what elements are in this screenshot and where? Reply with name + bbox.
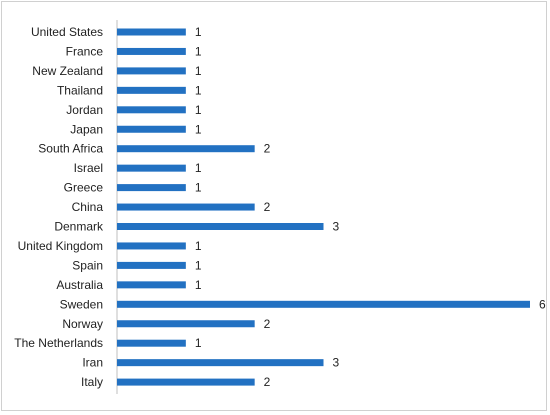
category-label: South Africa xyxy=(38,142,103,156)
data-label: 6 xyxy=(539,297,546,311)
bar xyxy=(117,281,186,289)
category-label: Thailand xyxy=(57,83,103,97)
category-label: Australia xyxy=(56,278,103,292)
data-label: 1 xyxy=(195,64,202,78)
bar xyxy=(117,320,255,328)
data-label: 3 xyxy=(333,220,340,234)
category-label: Japan xyxy=(70,122,103,136)
bar xyxy=(117,164,186,172)
data-label: 1 xyxy=(195,181,202,195)
bar xyxy=(117,203,255,211)
bars-group: United States 1 France 1 New Zealand 1 Thailan… xyxy=(14,25,546,389)
data-label: 2 xyxy=(264,200,271,214)
category-label: New Zealand xyxy=(32,64,103,78)
data-label: 1 xyxy=(195,83,202,97)
data-label: 1 xyxy=(195,336,202,350)
data-label: 2 xyxy=(264,317,271,331)
data-label: 1 xyxy=(195,161,202,175)
data-label: 3 xyxy=(333,356,340,370)
bar xyxy=(117,359,324,367)
category-label: Denmark xyxy=(54,220,104,234)
category-label: Sweden xyxy=(60,297,103,311)
data-label: 1 xyxy=(195,44,202,58)
data-label: 1 xyxy=(195,278,202,292)
bar xyxy=(117,106,186,114)
data-label: 1 xyxy=(195,103,202,117)
bar xyxy=(117,47,186,55)
bar xyxy=(117,261,186,269)
data-label: 1 xyxy=(195,122,202,136)
bar xyxy=(117,339,186,347)
category-label: Israel xyxy=(74,161,103,175)
data-label: 1 xyxy=(195,25,202,39)
bar xyxy=(117,125,186,133)
data-label: 1 xyxy=(195,258,202,272)
category-label: United Kingdom xyxy=(18,239,103,253)
category-label: Iran xyxy=(82,356,103,370)
bar xyxy=(117,86,186,94)
bar xyxy=(117,145,255,153)
bar xyxy=(117,223,324,230)
category-label: The Netherlands xyxy=(14,336,103,350)
bar xyxy=(117,378,255,386)
bar xyxy=(117,184,186,192)
category-label: Greece xyxy=(64,181,104,195)
category-label: Italy xyxy=(81,375,103,389)
category-label: Norway xyxy=(62,317,103,331)
bar xyxy=(117,67,186,75)
data-label: 1 xyxy=(195,239,202,253)
category-label: Jordan xyxy=(66,103,103,117)
data-label: 2 xyxy=(264,142,271,156)
bar xyxy=(117,28,186,36)
data-label: 2 xyxy=(264,375,271,389)
bar xyxy=(117,242,186,250)
bar xyxy=(117,300,530,308)
category-label: France xyxy=(66,44,104,58)
category-label: China xyxy=(72,200,104,214)
category-label: Spain xyxy=(72,258,103,272)
category-label: United States xyxy=(31,25,103,39)
